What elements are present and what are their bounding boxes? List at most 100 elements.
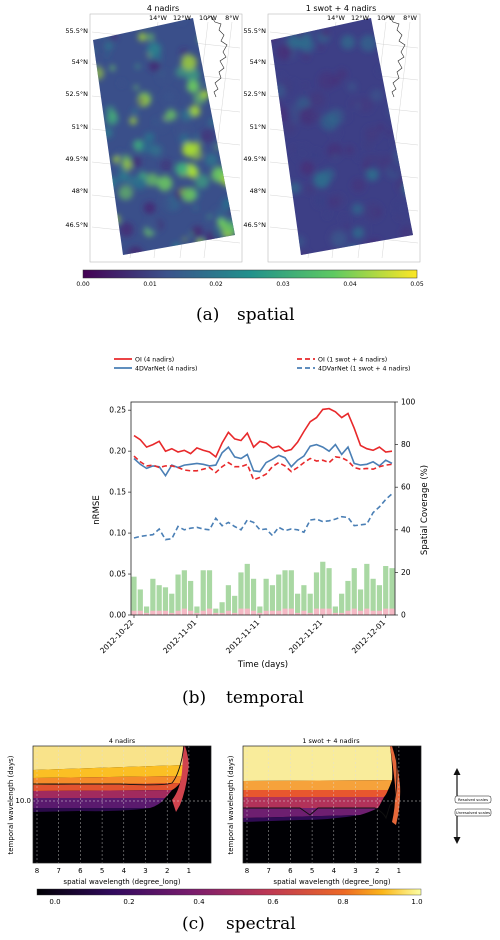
- lat-tick-label: 49.5°N: [243, 155, 266, 163]
- field-blob: [118, 185, 133, 200]
- heatmap-frame: [32, 745, 212, 864]
- field-blob: [331, 128, 341, 138]
- coverage-bar-secondary: [188, 610, 194, 615]
- contour-band: [243, 797, 384, 808]
- field-blob: [93, 217, 96, 223]
- field-blob: [281, 120, 296, 135]
- field-blob: [324, 212, 331, 218]
- y-tick-label: 0.05: [109, 570, 126, 579]
- field-blob: [402, 161, 413, 178]
- field-blob: [401, 141, 413, 153]
- field-blob: [93, 125, 98, 137]
- field-blob: [204, 153, 218, 167]
- coverage-bar: [376, 585, 383, 615]
- y-tick-label-right: 80: [401, 440, 411, 449]
- coverage-bar: [295, 593, 301, 615]
- field-blob: [285, 249, 297, 255]
- x-tick-label: 2012-11-21: [287, 618, 324, 655]
- x-tick-label: 6: [78, 867, 83, 875]
- field-blob: [172, 242, 181, 251]
- map-1-swot-4-nadirs: 1 swot + 4 nadirs 55.5°N 54°N 52.5°N 51°…: [243, 4, 421, 263]
- y-axis-title: temporal wavelength (days): [227, 755, 235, 854]
- field-blob: [221, 173, 234, 187]
- field-blob: [287, 34, 302, 49]
- coverage-bar-secondary: [137, 610, 143, 615]
- field-blob: [221, 60, 234, 72]
- plot-area-frame: [130, 401, 396, 616]
- coverage-bar: [232, 595, 238, 615]
- lat-tick-label: 46.5°N: [243, 221, 266, 229]
- legend: OI (4 nadirs) 4DVarNet (4 nadirs) OI (1 …: [114, 357, 411, 373]
- field-blob: [202, 244, 208, 250]
- coverage-bar: [250, 578, 257, 615]
- scales-legend: Resolved scales Unresolved scales: [453, 768, 492, 844]
- field-blob: [233, 118, 235, 128]
- contour-band: [33, 790, 172, 798]
- field-blob: [351, 203, 364, 215]
- coverage-bar-secondary: [206, 608, 213, 615]
- y-axis-title: temporal wavelength (days): [7, 755, 15, 854]
- field-blob: [300, 161, 315, 175]
- field-blob: [364, 202, 383, 221]
- field-blob: [357, 96, 374, 113]
- coverage-bar-secondary: [194, 612, 200, 615]
- caption-a-text: spatial: [237, 305, 295, 325]
- field-blob: [93, 195, 98, 207]
- field-blob: [394, 199, 412, 218]
- field-blob: [158, 254, 164, 255]
- colorbar-tick-label: 0.05: [410, 281, 424, 288]
- x-tick-label: 2012-11-11: [224, 618, 261, 655]
- field-blob: [385, 128, 393, 136]
- colorbar-tick-label: 0.8: [337, 898, 348, 906]
- coverage-bar: [150, 578, 156, 615]
- field-blob: [377, 124, 384, 131]
- field-blob: [321, 252, 333, 255]
- colorbar-tick-label: 0.4: [193, 898, 205, 906]
- colorbar-tick-label: 0.2: [123, 898, 134, 906]
- coverage-bar: [383, 566, 389, 615]
- field-blob: [160, 195, 170, 204]
- x-tick-label: 2012-11-01: [161, 618, 198, 655]
- field-blob: [130, 254, 135, 255]
- field-blob: [135, 180, 145, 190]
- field-blob: [148, 60, 161, 72]
- field-blob: [340, 35, 356, 50]
- field-blob: [275, 73, 285, 83]
- map-domain: [271, 18, 413, 255]
- coverage-bar: [351, 568, 357, 615]
- lat-tick-label: 51°N: [72, 123, 89, 131]
- field-blob: [344, 224, 350, 229]
- panel-b-temporal: OI (4 nadirs) 4DVarNet (4 nadirs) OI (1 …: [92, 357, 430, 709]
- coverage-bar: [263, 578, 269, 615]
- field-blob: [97, 165, 107, 175]
- field-blob: [197, 239, 204, 247]
- field-blob: [143, 202, 156, 214]
- coverage-bar-secondary: [357, 610, 364, 615]
- field-blob: [185, 67, 200, 83]
- x-axis: 8 7 6 5 4 3 2 1: [245, 867, 401, 875]
- coverage-bar-secondary: [213, 612, 219, 615]
- field-blob: [194, 174, 210, 189]
- field-blob: [133, 85, 139, 90]
- resolved-scales-box: [454, 795, 492, 804]
- field-blob: [224, 149, 235, 161]
- arrowhead-down-icon: [453, 837, 461, 844]
- field-blob: [400, 131, 411, 142]
- y-tick-label: 0.10: [109, 529, 126, 538]
- resolved-scales-contour: [243, 745, 398, 820]
- field-blob: [299, 107, 317, 125]
- resolved-scales-label: Resolved scales: [458, 797, 488, 802]
- colorbar-tick-label: 0.02: [209, 281, 223, 288]
- contour-band: [243, 790, 388, 797]
- field-blob: [182, 237, 187, 242]
- coverage-bar-secondary: [150, 610, 156, 615]
- field-blob: [387, 242, 394, 248]
- field-blob: [100, 175, 116, 191]
- field-blob: [187, 166, 194, 173]
- lon-tick-label: 10°W: [199, 14, 218, 22]
- field-blob: [356, 154, 363, 161]
- field-blob: [386, 106, 395, 116]
- coverage-bar-secondary: [175, 610, 181, 615]
- x-axis-title: spatial wavelength (degree_long): [63, 878, 180, 886]
- field-blob: [157, 70, 171, 83]
